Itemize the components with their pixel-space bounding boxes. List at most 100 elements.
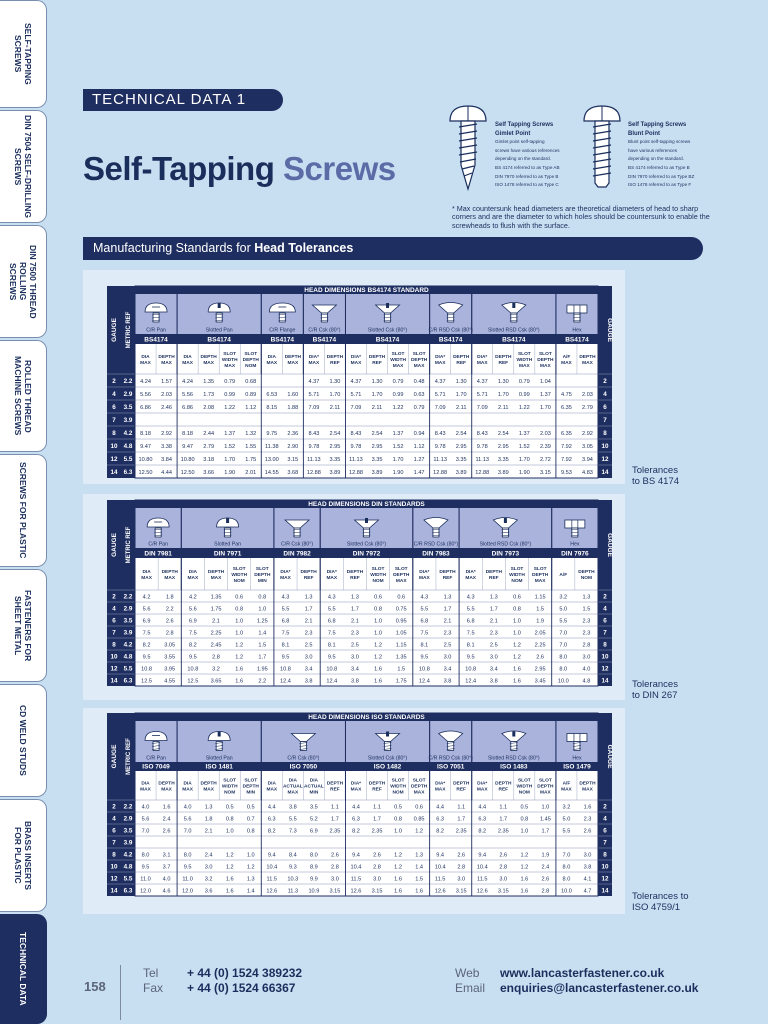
table-cell: 8.9: [310, 864, 318, 870]
sidebar-tab-label: BRASS INSERTS FOR PLASTIC: [13, 821, 33, 890]
table-cell: 9.4: [436, 852, 444, 858]
sidebar-tab[interactable]: BRASS INSERTS FOR PLASTIC: [0, 799, 47, 912]
table-cell: 9.78: [351, 444, 362, 450]
table-cell: 0.6: [374, 594, 382, 600]
group-standard: ISO 7049: [142, 764, 170, 771]
table-cell: 10.4: [351, 864, 362, 870]
table-cell: 2.54: [329, 431, 340, 437]
column-header: A/F MAX: [561, 354, 572, 366]
column-header: SLOT DEPTH MAX: [532, 566, 549, 584]
table-cell: 1.2: [520, 864, 528, 870]
table-cell: 3.84: [161, 457, 172, 463]
table-cell: 1.70: [540, 405, 551, 411]
table-cell: 1.2: [235, 642, 243, 648]
table-cell: 1.05: [396, 630, 407, 636]
gauge-cell: 8: [603, 430, 607, 437]
sidebar-tab[interactable]: FASTENERS FOR SHEET METAL: [0, 569, 47, 682]
blunt-line: have various references: [628, 147, 678, 153]
email-link[interactable]: enquiries@lancasterfastener.co.uk: [500, 981, 699, 995]
slotted-countersunk-head-icon: [353, 518, 380, 538]
table-cell: 4.2: [143, 594, 151, 600]
gauge-cell: 10: [110, 863, 118, 870]
gauge-cell: 10: [110, 443, 118, 450]
table-cell: 6.3: [352, 816, 360, 822]
table-cell: 0.99: [393, 392, 404, 398]
table-cell: 2.39: [540, 444, 551, 450]
table-cell: 7.09: [308, 405, 319, 411]
table-cell: 2.11: [498, 405, 508, 411]
sidebar-tab[interactable]: DIN 7504 SELF-DRILLING SCREWS: [0, 110, 47, 223]
sidebar-tab[interactable]: SCREWS FOR PLASTIC: [0, 454, 47, 567]
table-cell: 1.75: [245, 457, 256, 463]
column-header: DIA MAX: [140, 354, 151, 366]
table-cell: 2.6: [541, 876, 549, 882]
table-cell: 8.0: [563, 864, 571, 870]
gauge-cell: 4: [603, 815, 607, 822]
table-cell: 1.70: [498, 392, 509, 398]
table-cell: 1.2: [513, 654, 521, 660]
table-cell: 5.6: [143, 606, 151, 612]
column-header: SLOT WIDTH MAX: [222, 351, 238, 369]
metric-cell: 3.5: [124, 617, 133, 624]
sidebar: SELF-TAPPING SCREWS DIN 7504 SELF-DRILLIN…: [0, 0, 47, 1024]
gauge-cell: 2: [112, 803, 116, 810]
group-standard: DIN 7972: [353, 551, 381, 558]
table-cell: 4.37: [435, 379, 446, 385]
table-cell: 2.4: [205, 852, 213, 858]
table-cell: 9.47: [140, 444, 151, 450]
table-cell: 11.13: [307, 457, 321, 463]
table-cell: 2.5: [351, 642, 359, 648]
table-cell: 1.30: [498, 379, 509, 385]
gauge-cell: 6: [112, 617, 116, 624]
column-header: DEPTH REF: [439, 569, 456, 581]
table-cell: 10.4: [266, 864, 277, 870]
column-header: DEPTH REF: [347, 569, 364, 581]
gimlet-line: depending on the standard.: [495, 156, 551, 162]
blunt-line: ISO 1478 referred to as Type F: [628, 182, 692, 188]
table-cell: 1.37: [393, 431, 404, 437]
group-name: C/R Flange: [269, 328, 295, 334]
table-cell: 1.3: [205, 804, 213, 810]
table-cell: 2.6: [457, 852, 465, 858]
web-link[interactable]: www.lancasterfastener.co.uk: [500, 966, 665, 980]
table-cell: 1.4: [415, 864, 423, 870]
table-cell: 2.3: [351, 630, 359, 636]
table-cell: 7.5: [189, 630, 197, 636]
table-cell: 3.94: [582, 457, 593, 463]
gauge-cell: 8: [603, 851, 607, 858]
table-cell: 3.15: [456, 888, 467, 894]
table-cell: 2.92: [582, 431, 593, 437]
table-cell: 3.5: [310, 804, 318, 810]
table-cell: 3.2: [559, 594, 567, 600]
table-cell: 1.12: [245, 405, 256, 411]
table-cell: 2.54: [456, 431, 467, 437]
slotted-raised-countersunk-head-icon: [501, 730, 527, 751]
table-cell: 1.1: [499, 804, 507, 810]
group-name: Slotted Pan: [206, 328, 233, 334]
table-cell: 2.05: [535, 630, 546, 636]
sidebar-tab[interactable]: CD WELD STUDS: [0, 684, 47, 797]
column-header: DIA* MAX: [419, 569, 430, 581]
table-cell: 3.0: [351, 654, 359, 660]
sidebar-tab[interactable]: TECHNICAL DATA: [0, 914, 47, 1024]
table-cell: 4.6: [163, 888, 171, 894]
column-header: DEPTH REF: [453, 354, 470, 366]
table-cell: 7.0: [559, 642, 567, 648]
sidebar-tab-label: DIN 7504 SELF-DRILLING SCREWS: [13, 115, 33, 218]
table-cell: 1.35: [203, 379, 214, 385]
sidebar-tab[interactable]: DIN 7500 THREAD ROLLING SCREWS: [0, 225, 47, 338]
sidebar-tab[interactable]: ROLLED THREAD MACHINE SCREWS: [0, 340, 47, 452]
table-cell: 9.53: [561, 470, 572, 476]
sidebar-tab[interactable]: SELF-TAPPING SCREWS: [0, 0, 47, 108]
table-cell: 2.95: [535, 666, 546, 672]
group-name: C/R Csk (80°): [287, 756, 319, 762]
table-cell: 7.92: [561, 444, 572, 450]
table-cell: 4.75: [561, 392, 572, 398]
table-cell: 12.50: [139, 470, 153, 476]
hex-head-icon: [566, 733, 588, 751]
table-cell: 1.22: [224, 405, 235, 411]
column-header: SLOT WIDTH NOM: [390, 778, 406, 796]
table-cell: 3.95: [164, 666, 175, 672]
slotted-countersunk-head-icon: [374, 303, 401, 323]
table-cell: 1.0: [247, 852, 255, 858]
